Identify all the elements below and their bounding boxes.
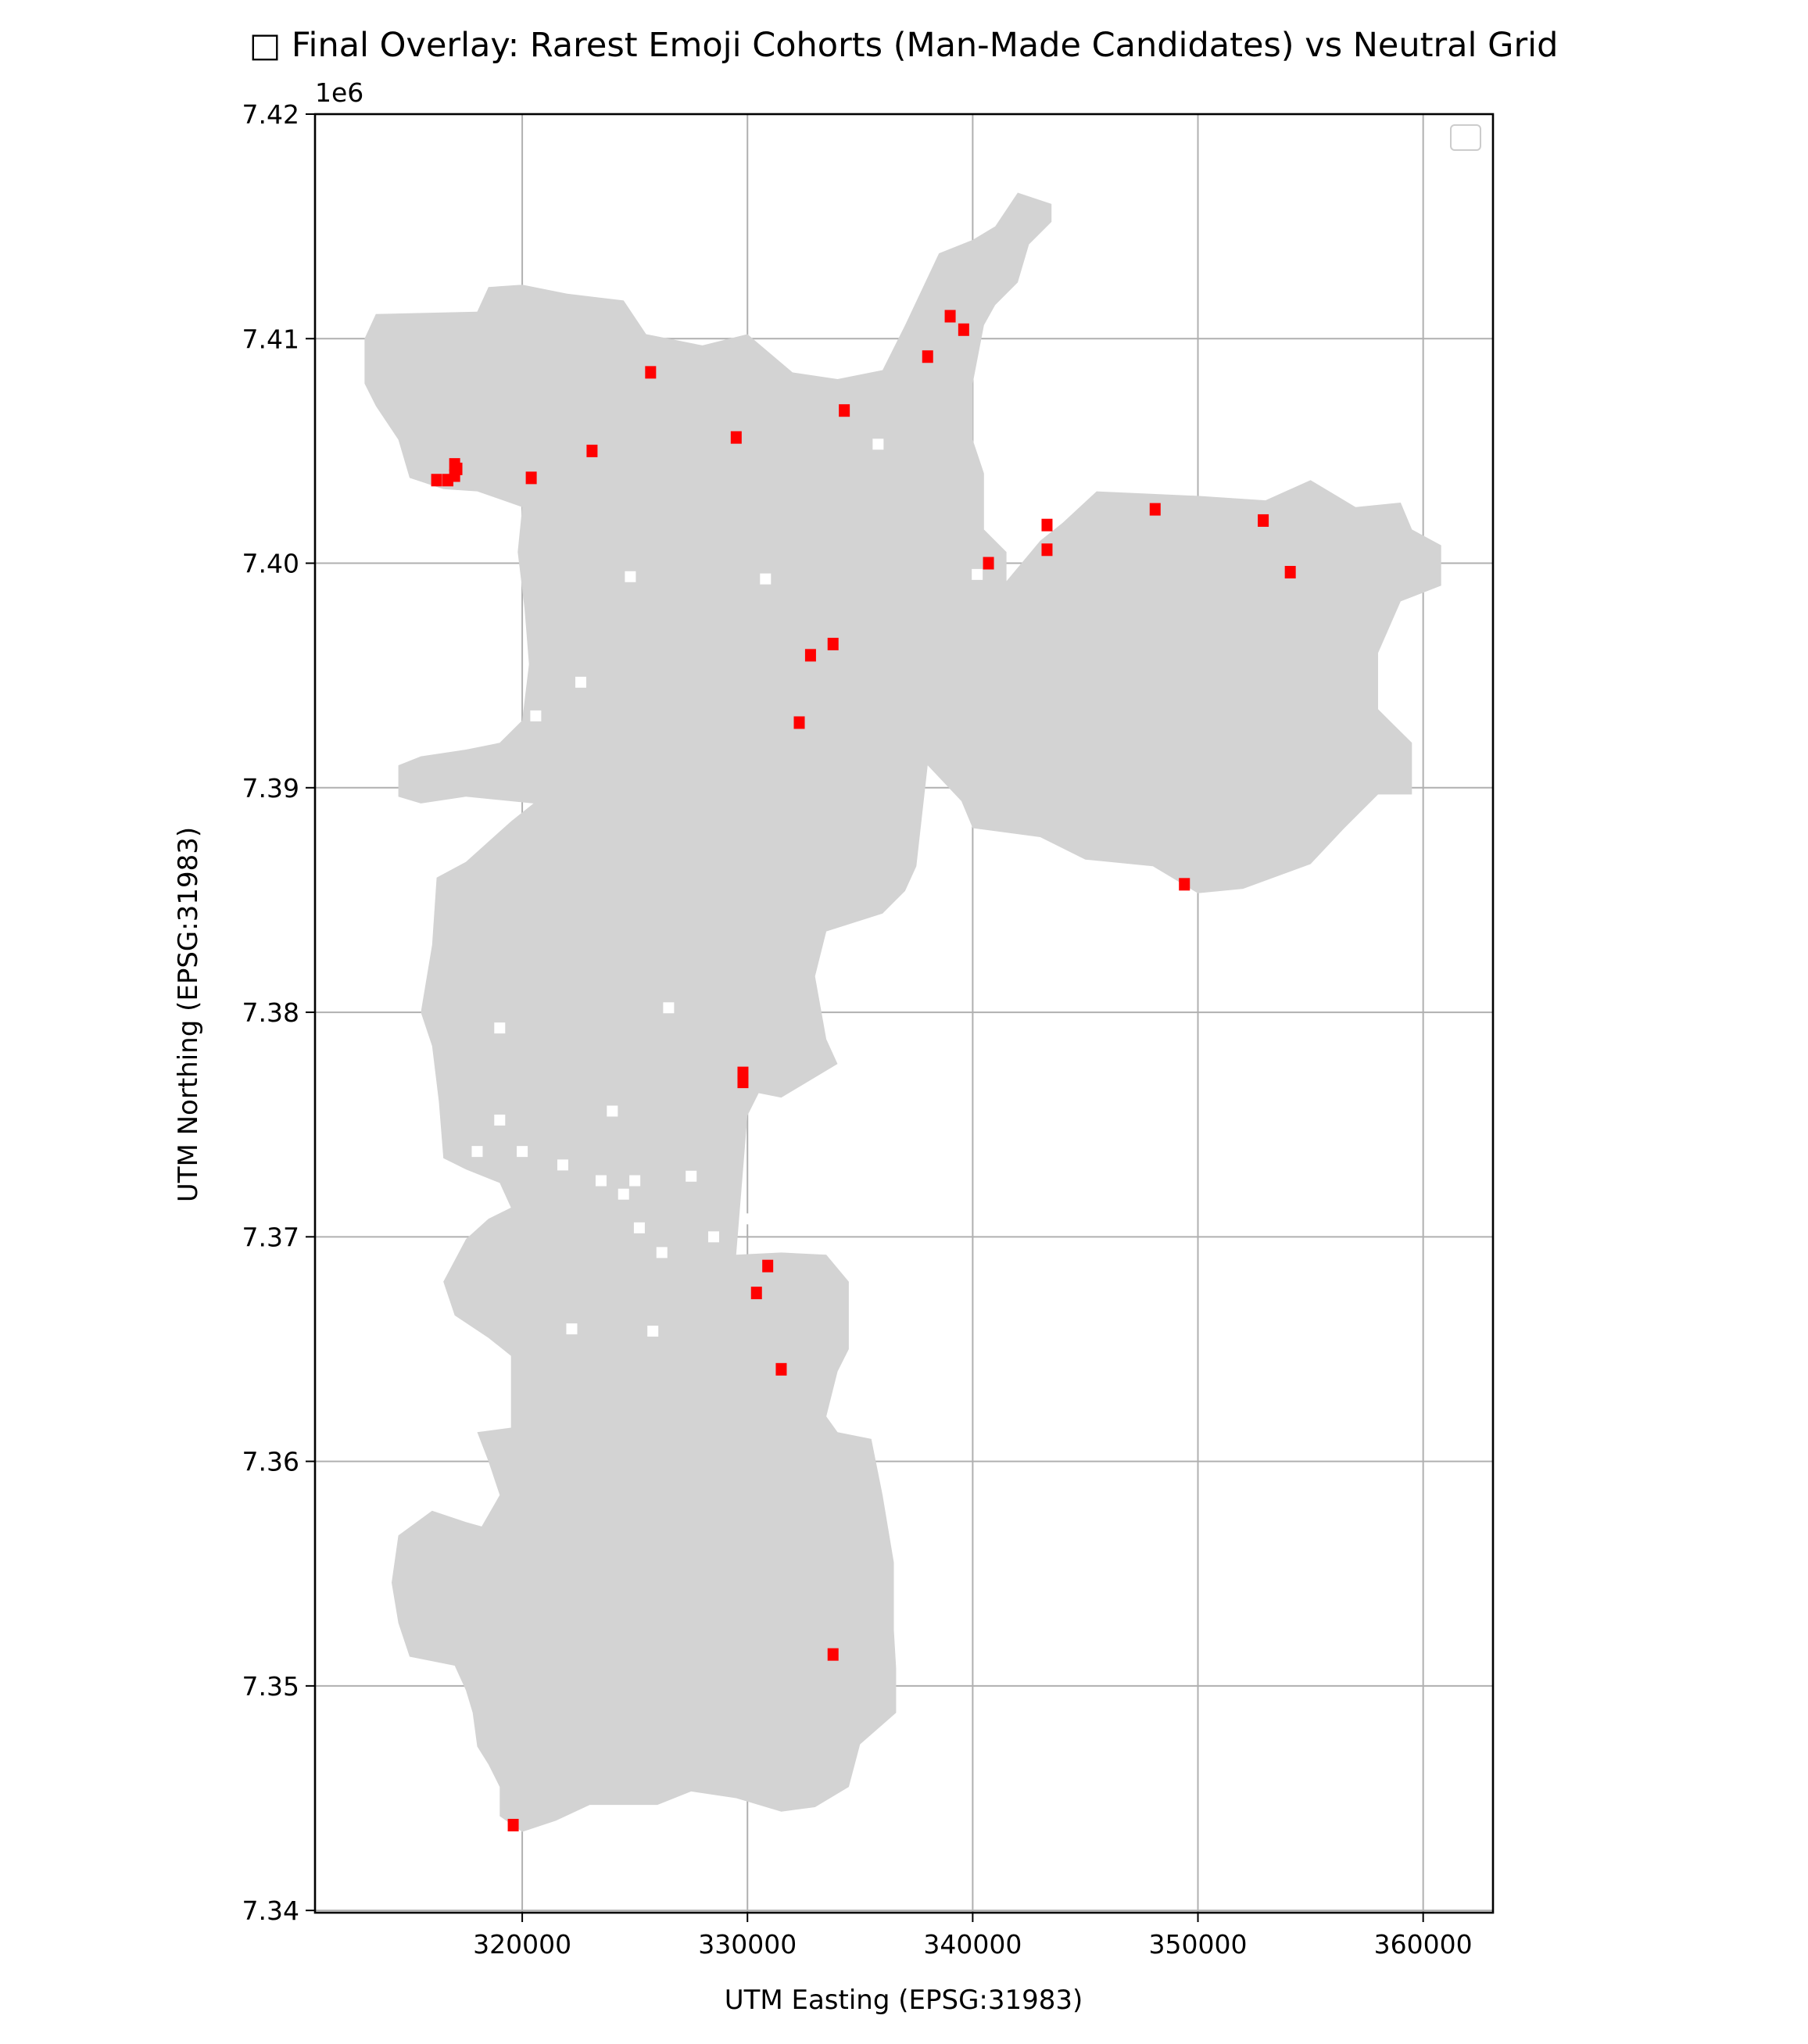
- chart-title: □ Final Overlay: Rarest Emoji Cohorts (M…: [249, 26, 1559, 65]
- region-gap: [557, 1159, 568, 1171]
- candidate-point-27: [775, 1362, 787, 1376]
- region-gap: [566, 1323, 578, 1335]
- candidate-point-19: [804, 649, 816, 662]
- region-gap: [746, 1213, 758, 1225]
- x-tick-label-2: 340000: [923, 1929, 1022, 1960]
- region-gap: [530, 710, 542, 721]
- y-tick-label-4: 7.38: [242, 997, 299, 1028]
- candidate-point-15: [1041, 543, 1053, 557]
- y-tick-label-5: 7.39: [242, 773, 299, 804]
- y-axis-ticks: 7.34 7.35 7.36 7.37 7.38 7.39 7.40 7.41 7.42: [242, 99, 315, 1926]
- candidate-point-25: [762, 1259, 774, 1273]
- candidate-point-8: [730, 431, 742, 444]
- candidate-point-0: [431, 474, 442, 487]
- y-tick-label-0: 7.34: [242, 1895, 299, 1926]
- candidate-point-16: [1149, 503, 1161, 516]
- candidate-point-14: [1041, 518, 1053, 532]
- y-axis-offset-label: 1e6: [315, 77, 363, 108]
- candidate-point-21: [793, 716, 805, 729]
- region-gap: [647, 1325, 659, 1337]
- plot-frame: [313, 113, 1495, 1914]
- candidate-point-9: [839, 404, 850, 417]
- candidate-point-26: [750, 1287, 762, 1300]
- y-tick-label-3: 7.37: [242, 1222, 299, 1252]
- candidate-point-4: [449, 458, 460, 471]
- region-shape: [364, 192, 1441, 1832]
- region-gap: [625, 571, 636, 582]
- candidate-point-28: [827, 1648, 839, 1661]
- region-gap: [872, 439, 884, 450]
- x-axis-ticks: 320000 330000 340000 350000 360000: [473, 1913, 1473, 1960]
- region-gap: [656, 1247, 668, 1258]
- region-gap: [618, 1188, 629, 1200]
- region-gap: [575, 676, 587, 688]
- candidate-point-13: [983, 557, 994, 570]
- neutral-grid-region: [364, 192, 1441, 1832]
- x-tick-label-4: 360000: [1374, 1929, 1473, 1960]
- y-tick-label-8: 7.42: [242, 99, 299, 130]
- region-gap: [494, 1114, 506, 1126]
- candidate-point-20: [827, 637, 839, 650]
- y-tick-label-2: 7.36: [242, 1447, 299, 1477]
- region-gap: [517, 1146, 528, 1158]
- region-gap: [972, 568, 983, 580]
- candidate-point-18: [1284, 566, 1296, 579]
- candidate-point-5: [525, 471, 537, 485]
- region-gap: [663, 1002, 675, 1014]
- y-tick-label-7: 7.41: [242, 324, 299, 354]
- y-axis-label: UTM Northing (EPSG:31983): [173, 827, 204, 1202]
- candidate-point-11: [944, 310, 956, 323]
- x-tick-label-0: 320000: [473, 1929, 571, 1960]
- region-gap: [494, 1022, 506, 1034]
- x-axis-label: UTM Easting (EPSG:31983): [725, 1985, 1083, 2016]
- x-tick-label-1: 330000: [698, 1929, 797, 1960]
- region-gap: [629, 1175, 641, 1187]
- candidate-point-7: [645, 366, 657, 379]
- region-gap: [708, 1231, 720, 1243]
- region-gap: [595, 1175, 607, 1187]
- region-gap: [686, 1170, 697, 1182]
- candidate-points: [431, 310, 1296, 1831]
- x-tick-label-3: 350000: [1149, 1929, 1248, 1960]
- candidate-point-29: [507, 1818, 519, 1831]
- candidate-point-17: [1258, 514, 1269, 527]
- candidate-point-6: [586, 444, 598, 457]
- y-tick-label-6: 7.40: [242, 549, 299, 579]
- candidate-point-12: [958, 323, 969, 336]
- region-gap: [633, 1222, 645, 1233]
- region-gap: [760, 573, 772, 585]
- region-gap: [607, 1105, 618, 1117]
- region-gap: [471, 1146, 483, 1158]
- legend-box[interactable]: [1450, 124, 1481, 151]
- y-tick-label-1: 7.35: [242, 1671, 299, 1702]
- candidate-point-24: [737, 1076, 749, 1089]
- candidate-point-10: [922, 350, 933, 363]
- candidate-point-22: [1179, 878, 1190, 891]
